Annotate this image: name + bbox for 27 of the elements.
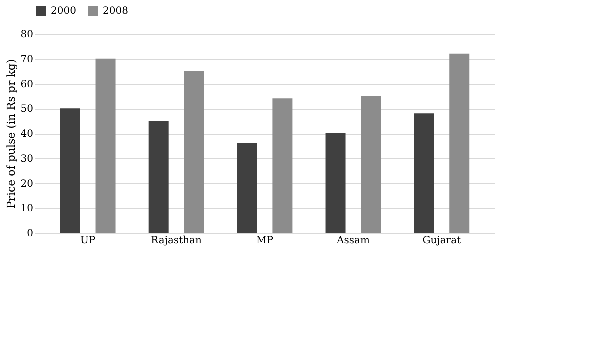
legend-label: 2000 — [51, 6, 76, 17]
x-tick-label: Rajasthan — [151, 236, 202, 246]
bar — [450, 54, 470, 233]
y-axis-title: Price of pulse (in Rs pr kg) — [4, 59, 18, 209]
bar — [60, 108, 80, 233]
y-tick-label: 20 — [20, 178, 34, 190]
bar — [237, 143, 258, 233]
x-tick-label: Gujarat — [422, 236, 462, 246]
bar — [272, 98, 293, 233]
y-tick-label: 10 — [20, 204, 34, 215]
x-tick-label: Assam — [336, 236, 370, 246]
x-tick-label: UP — [80, 236, 96, 246]
bar — [361, 96, 382, 233]
y-tick-label: 70 — [20, 54, 34, 66]
y-tick-label: 50 — [20, 104, 34, 116]
y-tick-label: 40 — [20, 129, 34, 140]
bar — [148, 121, 169, 233]
bar — [184, 71, 204, 233]
legend-label: 2008 — [103, 6, 128, 17]
bar — [414, 114, 434, 233]
bar — [326, 134, 346, 233]
bar — [96, 58, 116, 233]
y-tick-label: 60 — [20, 79, 34, 90]
y-tick-label: 30 — [20, 154, 34, 165]
x-tick-label: MP — [256, 236, 274, 246]
y-tick-label: 80 — [20, 30, 34, 40]
y-tick-label: 0 — [27, 228, 34, 240]
